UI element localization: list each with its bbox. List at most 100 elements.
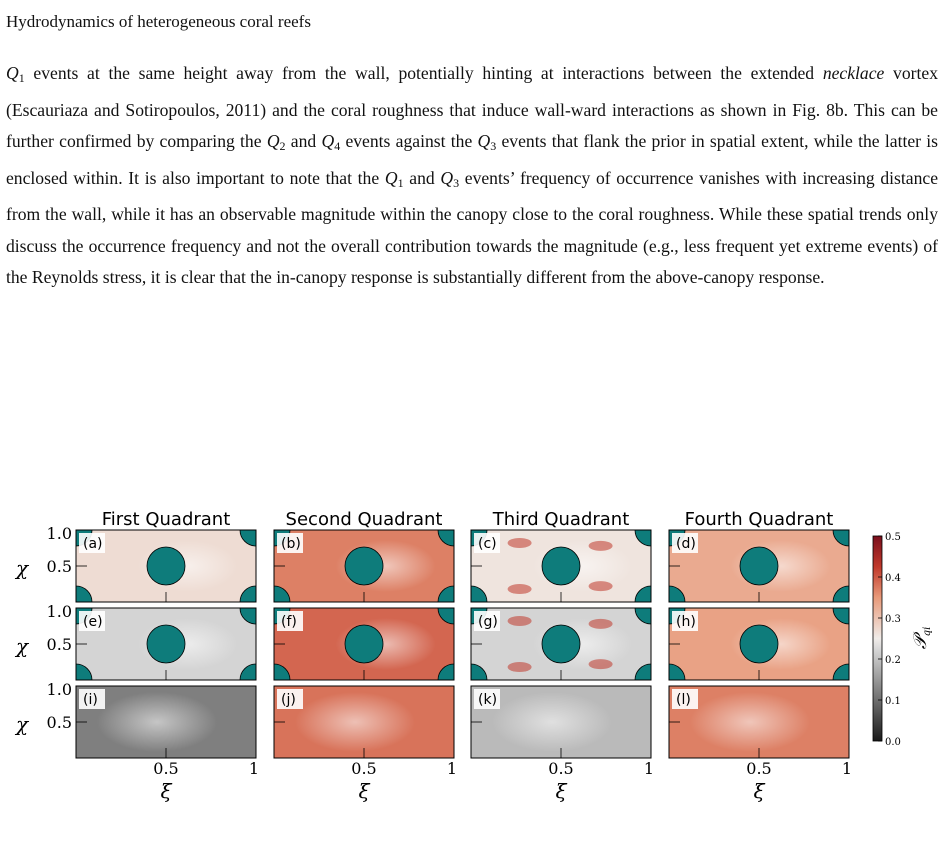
- coral-cylinder-corner: [634, 530, 651, 547]
- panel-label: (g): [478, 614, 498, 630]
- colorbar-tick-label: 0.0: [885, 737, 901, 748]
- coral-cylinder-corner: [274, 663, 291, 680]
- field-highlight: [97, 692, 217, 752]
- coral-cylinder-corner: [634, 663, 651, 680]
- coral-cylinder-corner: [437, 608, 454, 625]
- x-axis-label: ξ: [555, 779, 567, 803]
- field-highlight: [690, 692, 810, 752]
- field-highlight: [492, 692, 612, 752]
- x-tick-label: 0.5: [746, 759, 771, 778]
- panel-label-box: [672, 611, 698, 631]
- coral-cylinder-center: [541, 546, 581, 586]
- coral-cylinder-corner: [832, 608, 849, 625]
- coral-cylinder-corner: [634, 585, 651, 602]
- coral-cylinder-corner: [832, 663, 849, 680]
- coral-cylinder-center: [344, 546, 384, 586]
- y-tick-label: 0.5: [47, 557, 72, 576]
- coral-cylinder-corner: [471, 663, 488, 680]
- panel-g: (g): [470, 607, 652, 681]
- panel-label: (b): [281, 536, 301, 552]
- panel-c: (c): [470, 529, 652, 603]
- panel-label: (f): [281, 614, 297, 630]
- y-axis-label: χ: [14, 556, 30, 580]
- coral-cylinder-corner: [76, 585, 93, 602]
- panel-l: (l): [668, 685, 850, 759]
- panel-label-box: [474, 611, 500, 631]
- body-paragraph: Q1 events at the same height away from t…: [6, 63, 939, 287]
- panel-label: (l): [676, 692, 691, 708]
- panel-label-box: [672, 533, 698, 553]
- panel-label-box: [277, 533, 303, 553]
- coral-cylinder-center: [146, 624, 186, 664]
- y-tick-label: 0.5: [47, 713, 72, 732]
- y-axis-label: χ: [14, 634, 30, 658]
- coral-cylinder-corner: [437, 585, 454, 602]
- y-axis-label: χ: [14, 712, 30, 736]
- panel-f: (f): [273, 607, 455, 681]
- colorbar-tick-label: 0.5: [885, 532, 901, 543]
- panel-label: (h): [676, 614, 696, 630]
- panel-label-box: [79, 533, 105, 553]
- panel-label-box: [277, 689, 303, 709]
- panel-label: (k): [478, 692, 497, 708]
- x-tick-label: 0.5: [351, 759, 376, 778]
- coral-cylinder-corner: [437, 663, 454, 680]
- panel-label: (j): [281, 692, 296, 708]
- coral-cylinder-corner: [274, 585, 291, 602]
- colorbar-tick-label: 0.2: [885, 655, 901, 666]
- panel-label-box: [474, 533, 500, 553]
- panel-label: (e): [83, 614, 103, 630]
- panel-label-box: [277, 611, 303, 631]
- panel-k: (k): [470, 685, 652, 759]
- panel-label: (i): [83, 692, 98, 708]
- x-axis-label: ξ: [753, 779, 765, 803]
- panel-h: (h): [668, 607, 850, 681]
- coral-cylinder-corner: [239, 663, 256, 680]
- x-axis-label: ξ: [160, 779, 172, 803]
- panel-e: (e): [75, 607, 257, 681]
- y-tick-label: 1.0: [47, 680, 72, 699]
- panel-label: (d): [676, 536, 696, 552]
- x-tick-label: 1: [644, 759, 654, 778]
- panel-label-box: [474, 689, 500, 709]
- x-tick-label: 1: [447, 759, 457, 778]
- coral-cylinder-corner: [239, 530, 256, 547]
- colorbar-label: 𝒫qi: [910, 627, 933, 650]
- panel-label: (a): [83, 536, 103, 552]
- colorbar-gradient: [872, 535, 883, 742]
- x-tick-label: 1: [249, 759, 259, 778]
- coral-cylinder-center: [739, 624, 779, 664]
- figure-panel-grid: First Quadrant Second Quadrant Third Quadr…: [14, 509, 933, 803]
- y-tick-label: 1.0: [47, 524, 72, 543]
- coral-cylinder-corner: [471, 585, 488, 602]
- coral-cylinder-corner: [669, 663, 686, 680]
- running-head: Hydrodynamics of heterogeneous coral ree…: [6, 12, 311, 31]
- y-tick-label: 0.5: [47, 635, 72, 654]
- x-tick-label: 1: [842, 759, 852, 778]
- coral-cylinder-corner: [669, 585, 686, 602]
- panel-b: (b): [273, 529, 455, 603]
- field-highlight: [295, 692, 415, 752]
- y-tick-label: 1.0: [47, 602, 72, 621]
- panel-label-box: [672, 689, 698, 709]
- panel-i: (i): [75, 685, 257, 759]
- panel-label-box: [79, 611, 105, 631]
- coral-cylinder-corner: [832, 585, 849, 602]
- coral-cylinder-center: [344, 624, 384, 664]
- panel-d: (d): [668, 529, 850, 603]
- column-title-3: Third Quadrant: [492, 509, 630, 530]
- panel-j: (j): [273, 685, 455, 759]
- coral-cylinder-corner: [832, 530, 849, 547]
- coral-cylinder-corner: [76, 663, 93, 680]
- coral-cylinder-center: [146, 546, 186, 586]
- column-title-2: Second Quadrant: [286, 509, 443, 530]
- x-tick-label: 0.5: [548, 759, 573, 778]
- colorbar: 0.5 0.4 0.3 0.2 0.1 0.0 𝒫qi: [872, 532, 933, 748]
- panel-a: (a): [75, 529, 257, 603]
- coral-cylinder-corner: [634, 608, 651, 625]
- colorbar-tick-label: 0.4: [885, 573, 901, 584]
- coral-cylinder-center: [541, 624, 581, 664]
- coral-cylinder-corner: [239, 608, 256, 625]
- coral-cylinder-corner: [437, 530, 454, 547]
- column-title-4: Fourth Quadrant: [685, 509, 834, 530]
